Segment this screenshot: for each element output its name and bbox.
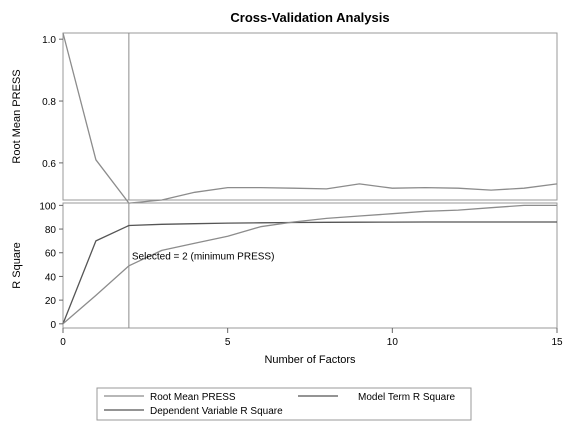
legend-frame xyxy=(96,387,472,421)
selected-annotation: Selected = 2 (minimum PRESS) xyxy=(132,251,275,262)
chart-title: Cross-Validation Analysis xyxy=(230,10,389,25)
panel-frame xyxy=(62,202,558,329)
y-tick-label: 20 xyxy=(45,296,57,307)
y-tick-label: 0.8 xyxy=(42,97,56,108)
series-line-model-term-r-square xyxy=(62,221,557,325)
y-tick-label: 40 xyxy=(45,272,57,283)
top-panel: 0.6 0.8 1.0 Root Mean PRESS xyxy=(11,32,558,204)
y-tick-label: 80 xyxy=(45,225,57,236)
bottom-panel: 0 20 40 60 80 100 R Square Selected = 2 (minimu… xyxy=(11,201,558,331)
panel-frame xyxy=(62,32,558,201)
y-tick-label: 0.6 xyxy=(42,159,56,170)
series-line-dependent-variable-r-square xyxy=(62,204,557,325)
y-axis-label: R Square xyxy=(11,242,23,288)
y-tick-label: 0 xyxy=(50,320,56,331)
legend-label-root-mean-press: Root Mean PRESS xyxy=(150,392,236,403)
legend-label-model-term-r-square: Model Term R Square xyxy=(358,392,456,403)
series-line-root-mean-press xyxy=(62,32,558,204)
x-tick-label: 0 xyxy=(60,337,66,348)
y-tick-label: 100 xyxy=(39,201,56,212)
x-axis-label: Number of Factors xyxy=(264,354,356,366)
legend: Root Mean PRESS Model Term R Square Depe… xyxy=(96,387,472,421)
y-axis-label: Root Mean PRESS xyxy=(11,69,23,163)
x-axis: 0 5 10 15 xyxy=(60,328,563,348)
legend-label-dependent-variable-r-square: Dependent Variable R Square xyxy=(150,406,283,417)
y-tick-label: 1.0 xyxy=(42,35,56,46)
x-tick-label: 15 xyxy=(551,337,563,348)
y-tick-label: 60 xyxy=(45,249,57,260)
x-tick-label: 10 xyxy=(387,337,399,348)
x-tick-label: 5 xyxy=(225,337,231,348)
